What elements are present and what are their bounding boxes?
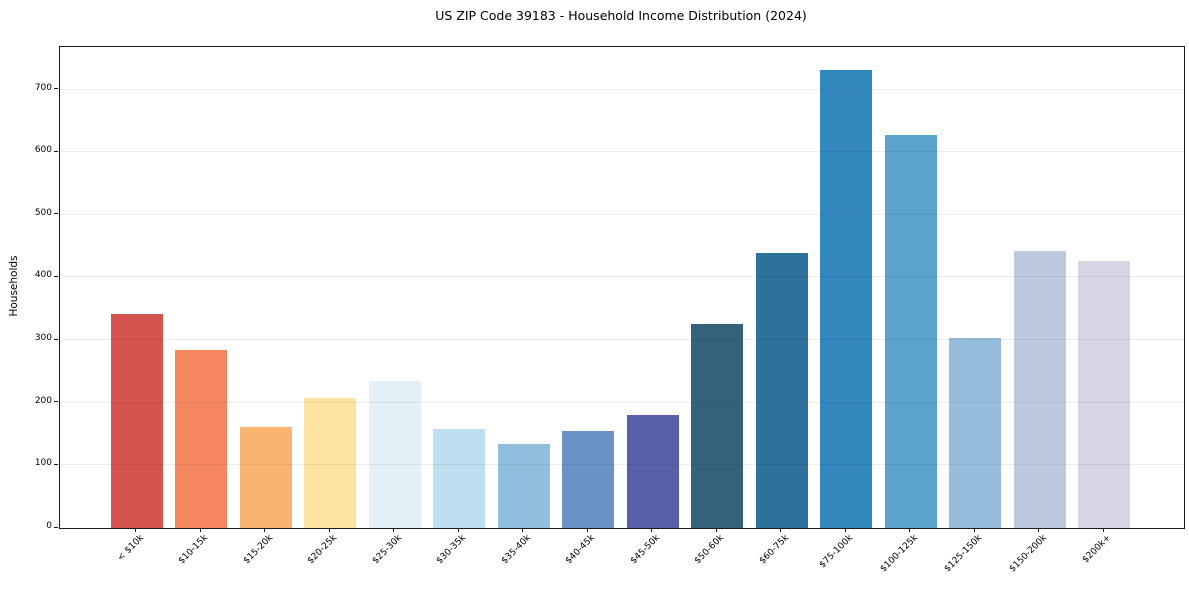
y-tick-mark <box>54 275 58 277</box>
bar-$75-100k <box>820 70 873 528</box>
y-tick-label: 100 <box>34 458 52 469</box>
x-tick-mark <box>651 528 653 532</box>
y-tick-mark <box>54 463 58 465</box>
y-tick-mark <box>54 150 58 152</box>
x-tick-mark <box>973 528 975 532</box>
x-tick-mark <box>264 528 266 532</box>
gridline-y-600 <box>60 151 1184 153</box>
bar-$45-50k <box>626 415 679 528</box>
x-tick-mark <box>457 528 459 532</box>
x-tick-mark <box>715 528 717 532</box>
y-tick-mark <box>54 526 58 528</box>
x-tick-mark <box>328 528 330 532</box>
bar-$125-150k <box>949 338 1002 528</box>
y-tick-mark <box>54 338 58 340</box>
y-tick-label: 500 <box>34 207 52 218</box>
bar-$15-20k <box>239 427 292 528</box>
bar-$60-75k <box>755 253 808 528</box>
gridline-y-700 <box>60 88 1184 90</box>
x-tick-mark <box>909 528 911 532</box>
y-tick-label: 200 <box>34 395 52 406</box>
bar-$100-125k <box>884 135 937 528</box>
x-tick-label: < $10k <box>115 533 146 564</box>
bar-$50-60k <box>691 324 744 528</box>
y-axis-label: Households <box>8 255 20 317</box>
y-tick-label: 0 <box>46 521 52 531</box>
bar-$200k+ <box>1078 261 1131 528</box>
x-tick-mark <box>844 528 846 532</box>
bar-$25-30k <box>368 381 421 528</box>
x-tick-mark <box>522 528 524 532</box>
y-tick-mark <box>54 401 58 403</box>
y-tick-label: 400 <box>34 270 52 281</box>
y-tick-mark <box>54 213 58 215</box>
y-tick-mark <box>54 88 58 90</box>
bar-$30-35k <box>433 429 486 528</box>
x-tick-mark <box>780 528 782 532</box>
x-tick-mark <box>586 528 588 532</box>
bar-$20-25k <box>304 398 357 528</box>
x-tick-mark <box>1102 528 1104 532</box>
gridline-y-500 <box>60 213 1184 215</box>
bar-$150-200k <box>1013 251 1066 528</box>
bar-$10-15k <box>175 350 228 528</box>
bar-< $10k <box>110 314 163 528</box>
bar-$35-40k <box>497 444 550 528</box>
y-tick-label: 700 <box>34 82 52 93</box>
x-tick-mark <box>135 528 137 532</box>
x-tick-mark <box>393 528 395 532</box>
y-tick-label: 600 <box>34 145 52 156</box>
x-tick-mark <box>199 528 201 532</box>
plot-area <box>59 46 1185 529</box>
bar-$40-45k <box>562 431 615 528</box>
chart-title: US ZIP Code 39183 - Household Income Dis… <box>435 8 807 23</box>
x-tick-mark <box>1038 528 1040 532</box>
y-tick-label: 300 <box>34 333 52 344</box>
